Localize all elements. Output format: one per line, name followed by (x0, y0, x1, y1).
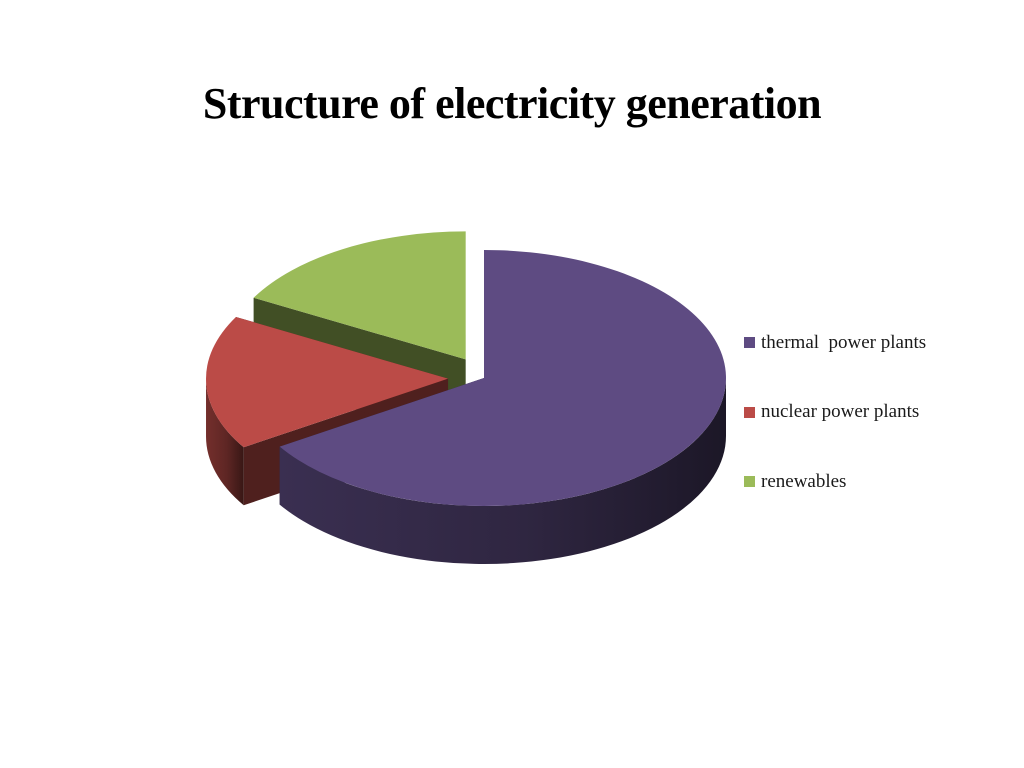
pie-slice-thermal-outer-wall (279, 378, 726, 564)
legend-label-thermal: thermal power plants (761, 331, 927, 353)
legend-entry-renewables: renewables (744, 447, 926, 517)
pie-slice-thermal (279, 250, 726, 564)
legend-entry-thermal: thermal power plants (744, 308, 926, 378)
legend-swatch-nuclear (744, 406, 755, 418)
legend-label-renewables: renewables (761, 470, 847, 492)
chart-legend: thermal power plants nuclear power plant… (744, 308, 926, 517)
legend-label-nuclear: nuclear power plants (761, 401, 920, 423)
pie-slice-nuclear-top (206, 317, 449, 448)
legend-swatch-thermal (744, 337, 755, 349)
pie-slice-thermal-top (279, 250, 726, 507)
chart-title: Structure of electricity generation (202, 79, 822, 128)
pie-slice-nuclear-outer-wall (206, 378, 244, 506)
legend-swatch-renewables (744, 476, 755, 488)
pie-slice-renewables-top (253, 231, 466, 360)
legend-entry-nuclear: nuclear power plants (744, 378, 926, 448)
